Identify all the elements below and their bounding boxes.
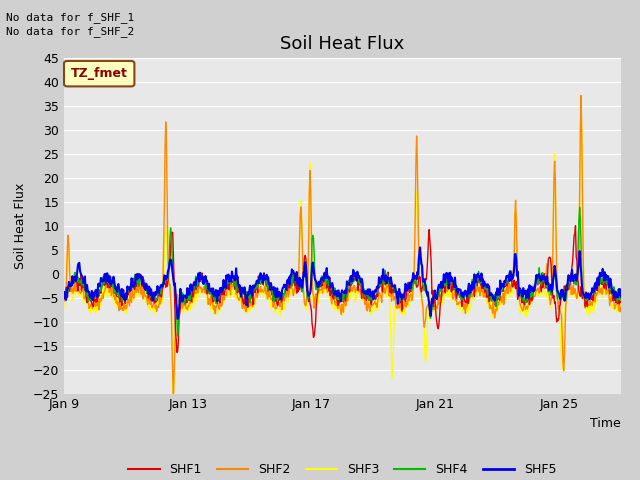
Legend: SHF1, SHF2, SHF3, SHF4, SHF5: SHF1, SHF2, SHF3, SHF4, SHF5 [124, 458, 561, 480]
Text: No data for f_SHF_1: No data for f_SHF_1 [6, 12, 134, 23]
X-axis label: Time: Time [590, 417, 621, 430]
Y-axis label: Soil Heat Flux: Soil Heat Flux [14, 182, 28, 269]
Text: No data for f_SHF_2: No data for f_SHF_2 [6, 26, 134, 37]
Text: TZ_fmet: TZ_fmet [71, 67, 127, 80]
Title: Soil Heat Flux: Soil Heat Flux [280, 35, 404, 53]
